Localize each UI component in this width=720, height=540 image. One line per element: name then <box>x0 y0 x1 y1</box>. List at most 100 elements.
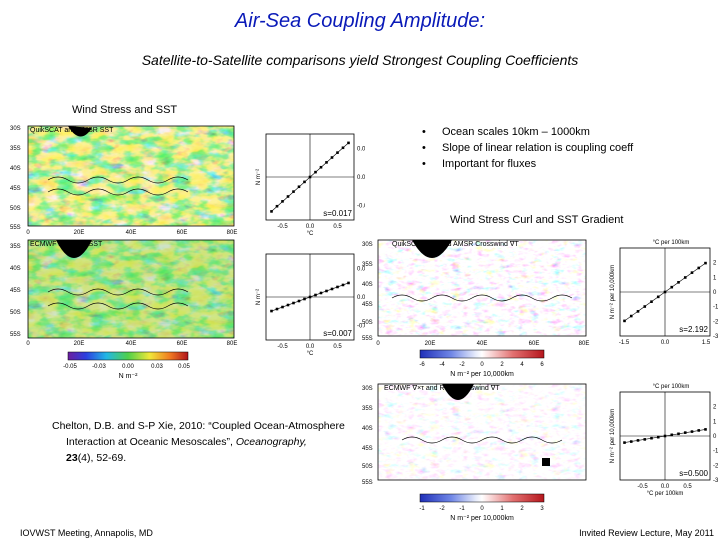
lat-labels: 35S 40S 45S 50S 55S <box>10 244 21 338</box>
slope-annotation: s=0.017 <box>323 209 352 218</box>
data-point <box>650 436 653 440</box>
svg-text:55S: 55S <box>10 225 21 231</box>
map-title: ECMWF and RTG SST <box>30 241 103 248</box>
bullet-item: Ocean scales 10km – 1000km <box>422 124 633 140</box>
data-point <box>683 276 687 279</box>
data-point <box>347 141 350 145</box>
svg-text:0.05: 0.05 <box>178 364 190 370</box>
data-point <box>623 319 626 323</box>
colorbar-gradient <box>419 349 545 359</box>
data-point <box>629 314 633 318</box>
map-frame <box>377 383 587 481</box>
svg-text:20E: 20E <box>74 230 85 235</box>
x-tick-label: 0.0 <box>306 224 315 230</box>
svg-text:0.03: 0.03 <box>151 364 163 370</box>
x-tick-label: 0.0 <box>661 340 670 346</box>
svg-text:20E: 20E <box>425 341 436 347</box>
svg-text:80E: 80E <box>227 341 238 346</box>
bullet-list: Ocean scales 10km – 1000km Slope of line… <box>422 124 633 172</box>
scatter-plot-2: 0.01 0.00 -0.01 -0.5 0.0 0.5 °C N m⁻² s=0.007 <box>256 253 365 357</box>
footer-left: IOVWST Meeting, Annapolis, MD <box>20 528 153 538</box>
colorbar-wind-stress: -0.05 -0.03 0.00 0.03 0.05 N m⁻² <box>63 351 190 380</box>
svg-text:40S: 40S <box>362 426 373 432</box>
data-point <box>670 285 674 289</box>
svg-text:80E: 80E <box>579 341 590 347</box>
svg-text:1: 1 <box>500 506 504 512</box>
slide-subtitle: Satellite-to-Satellite comparisons yield… <box>141 52 579 68</box>
svg-text:45S: 45S <box>362 446 373 452</box>
svg-text:4: 4 <box>520 362 524 368</box>
citation-line-3: 23(4), 52-69. <box>52 450 352 466</box>
y-tick-label: 0.00 <box>357 295 365 301</box>
data-point <box>292 190 295 193</box>
citation-pages: (4), 52-69. <box>77 452 127 464</box>
x-tick-label: 0.0 <box>306 344 315 350</box>
data-point <box>275 307 279 311</box>
svg-text:0.00: 0.00 <box>122 364 134 370</box>
svg-text:35S: 35S <box>10 244 21 250</box>
data-point <box>656 295 660 299</box>
data-point <box>623 441 626 444</box>
x-axis-label: °C <box>307 351 314 357</box>
data-point <box>341 283 345 287</box>
colorbar-ticks: -6 -4 -2 0 2 4 6 <box>419 362 544 368</box>
svg-text:40S: 40S <box>10 166 21 172</box>
svg-text:3: 3 <box>540 506 544 512</box>
data-point <box>281 200 284 203</box>
svg-text:30S: 30S <box>10 126 21 132</box>
data-point <box>314 170 317 174</box>
data-point <box>629 440 633 443</box>
svg-text:-0.03: -0.03 <box>92 364 106 370</box>
scatter-plot-3: 2 1 0 -1 -2 -3 -1.5 0.0 1.5 °C per 100km N m⁻² per… <box>610 240 718 346</box>
data-point <box>286 195 290 198</box>
svg-text:-0.05: -0.05 <box>63 364 77 370</box>
y-tick-label: -2 <box>713 463 718 469</box>
y-axis-label: N m⁻² per 10,000km <box>610 265 616 320</box>
map-frame <box>27 239 235 339</box>
svg-text:0: 0 <box>26 230 30 235</box>
data-point <box>690 430 694 433</box>
x-tick-label: -0.5 <box>277 224 288 230</box>
svg-text:50S: 50S <box>362 320 373 326</box>
plot-title: °C per 100km <box>653 384 690 390</box>
africa-landmass <box>442 384 474 400</box>
map-quikscat-curl: QuikSCAT ∇×τ and AMSR Crosswind ∇T 30S 3… <box>362 239 590 347</box>
map-field <box>28 126 234 226</box>
svg-text:80E: 80E <box>227 230 238 235</box>
svg-text:40E: 40E <box>126 341 137 346</box>
map-ecmwf-sst: ECMWF and RTG SST 35S 40S 45S 50S 55S 0 … <box>10 239 237 346</box>
slope-annotation: s=0.500 <box>679 469 708 478</box>
svg-text:2: 2 <box>520 506 524 512</box>
map-contours <box>47 188 189 196</box>
map-frame <box>27 125 235 227</box>
data-point <box>677 432 680 436</box>
data-point <box>303 297 306 301</box>
map-ecmwf-curl: ECMWF ∇×τ and RTG Crosswind ∇T 30S 35S 4… <box>362 383 587 486</box>
citation-journal: Oceanography, <box>235 436 307 448</box>
map-field <box>378 384 586 480</box>
map-field <box>28 240 234 338</box>
lon-labels: 0 20E 40E 60E 80E <box>26 341 237 346</box>
colorbar-gradient <box>67 351 189 361</box>
data-point <box>330 156 334 159</box>
data-point <box>314 293 317 297</box>
map-contours <box>47 176 189 184</box>
data-point <box>336 285 339 289</box>
data-point <box>308 175 312 179</box>
data-point <box>636 439 640 442</box>
island-marker <box>542 458 550 466</box>
svg-text:50S: 50S <box>362 464 373 470</box>
x-tick-label: 0.5 <box>683 484 692 490</box>
data-point <box>275 204 279 208</box>
y-tick-label: 0 <box>713 434 717 440</box>
map-frame <box>377 239 587 337</box>
y-axis-label: N m⁻² <box>256 169 262 185</box>
svg-text:6: 6 <box>540 362 544 368</box>
y-tick-label: 1 <box>713 419 717 425</box>
x-axis-label: °C <box>307 231 314 237</box>
data-point <box>650 300 653 303</box>
colorbar-curl-ecmwf: -1 -2 -1 0 1 2 3 N m⁻² per 10,000km <box>419 493 544 522</box>
y-tick-label: 0 <box>713 290 717 296</box>
citation-line-2: Interaction at Oceanic Mesoscales”, Ocea… <box>52 434 352 450</box>
svg-text:45S: 45S <box>10 288 21 294</box>
